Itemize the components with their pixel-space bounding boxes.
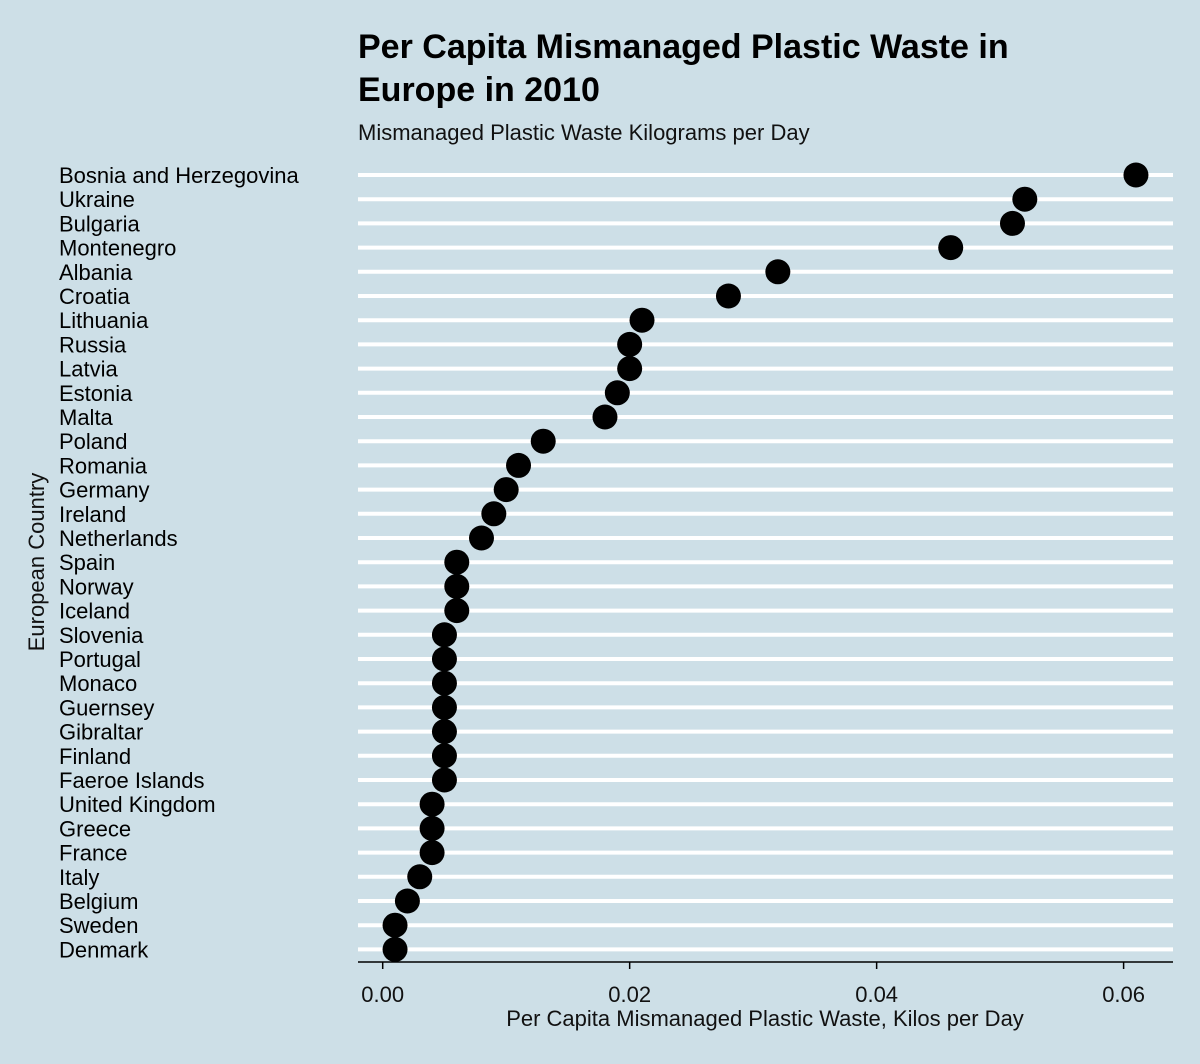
data-point [431,694,457,720]
country-label: Russia [59,332,127,357]
chart-title-line-2: Europe in 2010 [358,71,600,109]
data-point [382,912,408,938]
country-label: Spain [59,550,115,575]
data-point [999,210,1025,236]
country-label: Lithuania [59,308,149,333]
country-label: Finland [59,744,131,769]
country-label: France [59,841,127,866]
data-points [382,162,1149,962]
country-label: Bulgaria [59,211,140,236]
country-label: Montenegro [59,236,176,261]
country-label: Guernsey [59,695,154,720]
data-point [938,235,964,261]
country-label: Belgium [59,889,138,914]
data-point [382,936,408,962]
country-label: Faeroe Islands [59,768,205,793]
data-point [431,622,457,648]
country-label: Gibraltar [59,720,143,745]
country-label: Slovenia [59,623,144,648]
data-point [444,549,470,575]
country-label: Norway [59,574,134,599]
data-point [431,719,457,745]
country-label: Germany [59,478,149,503]
country-label: Italy [59,865,99,890]
y-axis-title: European Country [24,473,49,652]
country-label: Albania [59,260,133,285]
data-point [1123,162,1149,188]
country-label: Ukraine [59,187,135,212]
data-point [765,259,791,285]
data-point [629,307,655,333]
data-point [419,791,445,817]
data-point [407,864,433,890]
data-point [617,331,643,357]
data-point [1012,186,1038,212]
data-point [481,501,507,527]
x-tick-label: 0.00 [361,982,404,1007]
x-tick-label: 0.06 [1102,982,1145,1007]
data-point [493,477,519,503]
country-label: Denmark [59,937,149,962]
data-point [419,840,445,866]
country-label: Latvia [59,357,118,382]
chart-subtitle: Mismanaged Plastic Waste Kilograms per D… [358,120,810,145]
country-label: Portugal [59,647,141,672]
country-label: Ireland [59,502,126,527]
data-point [506,452,532,478]
country-label: Estonia [59,381,133,406]
data-point [419,815,445,841]
data-point [444,598,470,624]
data-point [468,525,494,551]
country-label: Malta [59,405,114,430]
x-axis-title: Per Capita Mismanaged Plastic Waste, Kil… [506,1006,1024,1031]
country-label: Poland [59,429,128,454]
country-label: Sweden [59,913,139,938]
country-label: Monaco [59,671,137,696]
data-point [444,573,470,599]
x-tick-label: 0.02 [608,982,651,1007]
country-label: Greece [59,816,131,841]
grid-lines [358,173,1173,952]
data-point [604,380,630,406]
data-point [617,356,643,382]
x-tick-label: 0.04 [855,982,898,1007]
data-point [431,646,457,672]
country-label: Romania [59,453,148,478]
country-label: Bosnia and Herzegovina [59,163,299,188]
data-point [431,670,457,696]
country-label: Iceland [59,599,130,624]
x-axis-ticks: 0.00 0.02 0.04 0.06 [361,962,1145,1007]
data-point [592,404,618,430]
data-point [431,767,457,793]
y-axis-labels: Bosnia and HerzegovinaUkraineBulgariaMon… [59,163,299,962]
data-point [530,428,556,454]
data-point [431,743,457,769]
country-label: United Kingdom [59,792,216,817]
data-point [394,888,420,914]
data-point [715,283,741,309]
country-label: Croatia [59,284,131,309]
country-label: Netherlands [59,526,178,551]
chart-title-line-1: Per Capita Mismanaged Plastic Waste in [358,28,1009,66]
